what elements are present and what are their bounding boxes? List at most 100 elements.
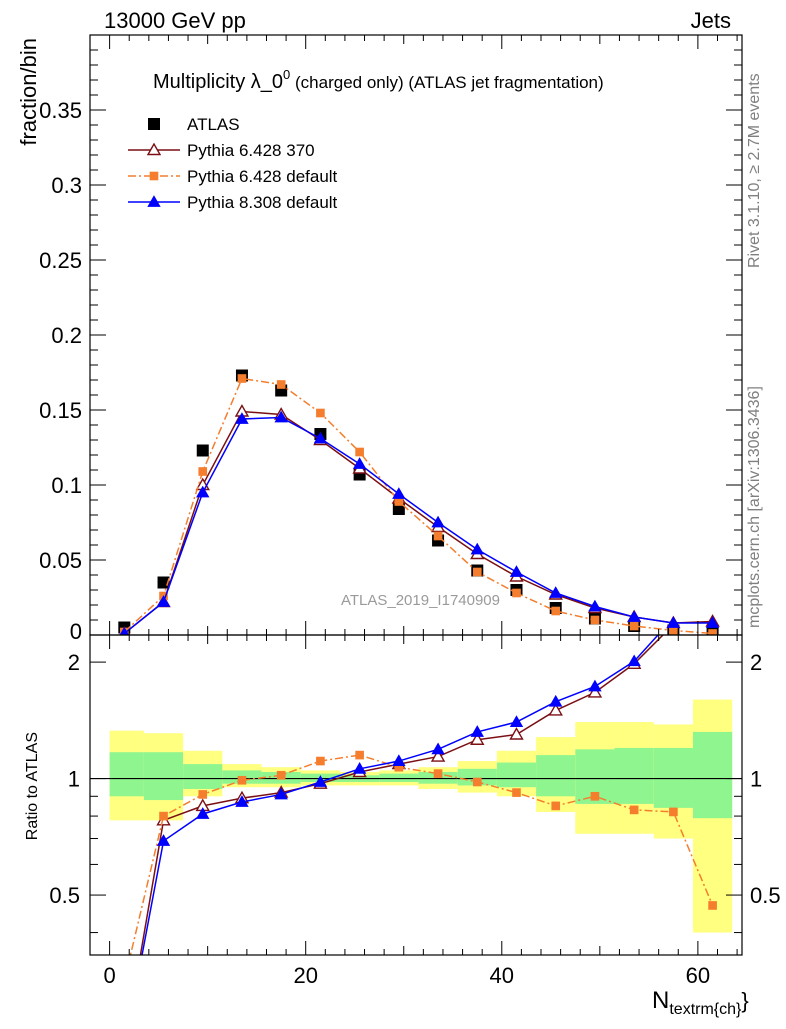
series-2-point-6 — [355, 447, 364, 457]
series-3-ratio-point-11 — [549, 694, 563, 707]
chart-title-main: Multiplicity λ_0 — [153, 71, 283, 93]
y-tick-label: 0.1 — [51, 473, 82, 498]
header-left-label: 13000 GeV pp — [104, 8, 246, 33]
series-3-ratio-point-5 — [313, 775, 328, 787]
series-2-ratio-point-9 — [472, 777, 482, 787]
band-inner-0 — [109, 752, 144, 797]
band-inner-2 — [183, 764, 223, 789]
legend-label-1: Pythia 6.428 370 — [187, 141, 315, 160]
band-inner-13 — [614, 747, 654, 804]
series-3-point-15 — [705, 616, 720, 628]
chart-title-sup: 0 — [283, 67, 290, 82]
ratio-y-tick-label-right: 2 — [750, 650, 762, 675]
x-tick-label: 60 — [686, 963, 710, 988]
ratio-frame — [89, 634, 743, 956]
series-1-ratio-point-12 — [587, 684, 603, 698]
legend-marker-3 — [147, 195, 161, 207]
rivet-version-label: Rivet 3.1.10, ≥ 2.7M events — [746, 73, 763, 268]
ratio-y-tick-label: 2 — [68, 650, 80, 675]
series-3-point-13 — [627, 610, 641, 622]
x-axis-label-main: N — [652, 987, 669, 1014]
series-3-ratio-point-4 — [274, 787, 288, 800]
series-3-point-5 — [313, 431, 328, 444]
series-2-point-3 — [237, 374, 247, 383]
series-3-point-14 — [666, 616, 681, 628]
band-inner-1 — [143, 752, 184, 801]
series-3-point-9 — [470, 542, 484, 555]
x-axis-label-sub: textrm{ch} — [669, 1001, 742, 1018]
band-inner-10 — [496, 762, 537, 788]
series-3-ratio-point-13 — [627, 654, 641, 667]
legend-label-3: Pythia 8.308 default — [187, 193, 338, 212]
series-2-ratio-point-10 — [512, 788, 521, 797]
series-3-point-11 — [549, 586, 563, 598]
series-2-ratio-point-2 — [198, 790, 208, 799]
x-tick-label: 0 — [103, 963, 115, 988]
analysis-watermark: ATLAS_2019_I1740909 — [341, 592, 500, 609]
legend: ATLAS Pythia 6.428 370 Pythia 6.428 defaul… — [128, 115, 338, 212]
series-1-ratio-point-10 — [509, 727, 524, 740]
y-tick-label: 0.15 — [39, 398, 82, 423]
series-2-point-7 — [394, 497, 404, 506]
mcplots-reference-label: mcplots.cern.ch [arXiv:1306.3436] — [746, 386, 763, 628]
series-2-ratio-point-4 — [276, 770, 286, 780]
series-1-ratio-point-15 — [707, 540, 719, 551]
x-tick-label: 40 — [490, 963, 514, 988]
series-2-point-9 — [472, 567, 482, 577]
series-3-ratio-point-9 — [470, 725, 484, 737]
series-1-ratio-point-8 — [430, 749, 446, 762]
series-1-ratio-point-11 — [548, 703, 563, 716]
y-tick-label: 0.25 — [39, 248, 82, 273]
series-3-point-6 — [352, 457, 367, 469]
ratio-axis-label: Ratio to ATLAS — [24, 732, 41, 840]
series-2-point-11 — [551, 606, 561, 616]
series-3-ratio-point-8 — [431, 742, 445, 755]
series-2-point-8 — [433, 531, 443, 541]
legend-marker-2 — [149, 171, 159, 181]
x-axis-label: Ntextrm{ch}} — [652, 987, 749, 1018]
band-inner-9 — [457, 768, 497, 786]
series-2-ratio-point-11 — [551, 801, 561, 811]
series-2-point-2 — [198, 467, 208, 476]
series-2-ratio-point-5 — [316, 756, 325, 766]
ratio-y-tick-label: 0.5 — [49, 883, 80, 908]
ratio-y-tick-label-right: 1 — [750, 767, 762, 792]
series-3-point-10 — [509, 565, 524, 577]
series-2-ratio-point-1 — [159, 811, 168, 821]
series-2-ratio-point-6 — [355, 750, 364, 760]
legend-marker-0 — [148, 118, 160, 130]
legend-marker-1 — [146, 142, 162, 156]
series-3-ratio-point-10 — [509, 715, 524, 727]
series-2-point-4 — [276, 380, 286, 389]
series-2-ratio-point-7 — [394, 762, 404, 772]
series-2-point-14 — [669, 626, 678, 635]
ratio-y-tick-label: 1 — [68, 767, 80, 792]
y-tick-label: 0.2 — [51, 323, 82, 348]
series-2-point-13 — [629, 621, 639, 631]
ratio-series-layer — [90, 540, 742, 986]
series-2-point-12 — [590, 615, 600, 625]
series-2-point-5 — [316, 408, 325, 418]
band-inner-14 — [653, 747, 693, 808]
series-2-ratio-point-0 — [120, 977, 129, 986]
series-0-point-7 — [392, 503, 405, 515]
series-3-ratio-point-12 — [588, 679, 602, 692]
series-3-ratio-line — [141, 635, 659, 955]
x-tick-label: 20 — [293, 963, 317, 988]
series-2-point-15 — [708, 629, 717, 635]
series-2-ratio-point-3 — [237, 775, 247, 785]
series-3-point-7 — [392, 487, 406, 499]
series-2-ratio-line — [129, 754, 714, 955]
series-0-point-2 — [196, 444, 209, 457]
series-3-ratio-point-3 — [235, 795, 249, 807]
series-1-ratio-line — [139, 635, 665, 955]
series-2-ratio-point-13 — [629, 805, 639, 815]
series-2-line — [123, 377, 713, 635]
series-3-ratio-point-6 — [352, 761, 367, 774]
series-2-point-10 — [512, 588, 521, 598]
x-axis-label-close: } — [741, 988, 748, 1013]
y-axis-label: fraction/bin — [16, 38, 41, 146]
series-3-point-3 — [235, 412, 249, 424]
